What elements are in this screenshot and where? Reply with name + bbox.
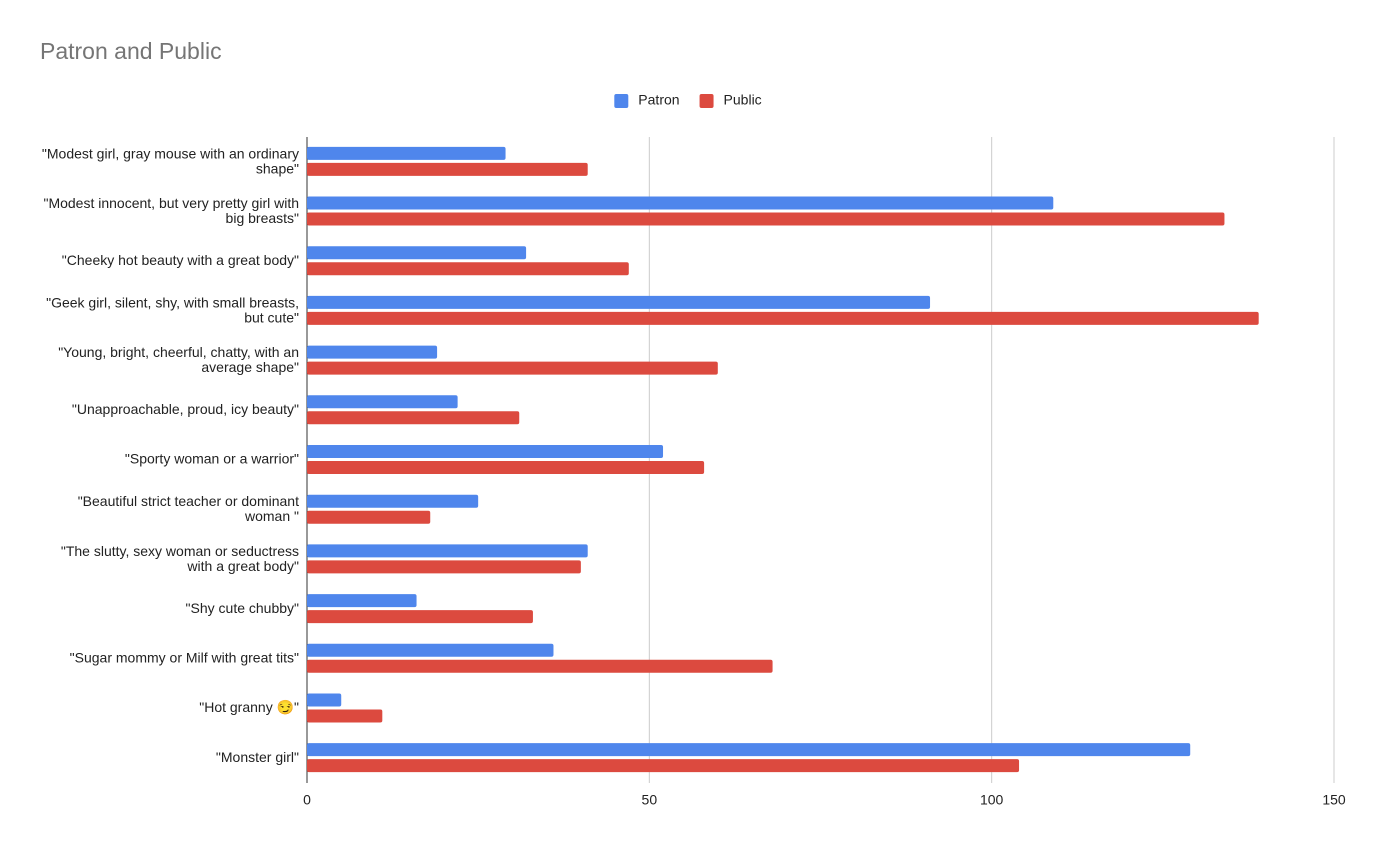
y-tick-label: "Beautiful strict teacher or dominant wom…: [78, 493, 299, 524]
y-tick-label: "Hot granny 😏": [199, 699, 299, 715]
bar: [307, 560, 581, 574]
bar: [307, 212, 1225, 226]
x-tick-label: 0: [303, 792, 311, 808]
y-tick-label: "The slutty, sexy woman or seductress wit…: [61, 543, 299, 574]
bar: [307, 295, 931, 309]
y-tick-label: "Shy cute chubby": [186, 600, 299, 616]
bar: [307, 461, 705, 474]
bar: [307, 709, 383, 723]
y-tick-label: "Monster girl": [216, 749, 299, 765]
bar: [307, 594, 417, 608]
legend-swatch: [614, 94, 629, 108]
bar: [307, 693, 342, 707]
y-tick-label: "Modest innocent, but very pretty girl w…: [43, 195, 299, 226]
bar: [307, 659, 773, 673]
bar: [307, 411, 520, 425]
bar: [307, 544, 588, 558]
y-tick-label: "Unapproachable, proud, icy beauty": [72, 401, 299, 417]
y-tick-label: "Young, bright, cheerful, chatty, with a…: [58, 344, 299, 375]
bar: [307, 246, 527, 260]
x-tick-label: 100: [980, 792, 1004, 808]
bar: [307, 759, 1020, 773]
bar: [307, 146, 506, 160]
bar: [307, 361, 718, 375]
bar: [307, 262, 629, 276]
bar: [307, 162, 588, 176]
bar: [307, 510, 431, 524]
y-tick-label: "Cheeky hot beauty with a great body": [62, 252, 299, 268]
y-tick-label: "Geek girl, silent, shy, with small brea…: [46, 294, 299, 325]
x-tick-label: 150: [1322, 792, 1346, 808]
y-tick-label: "Sporty woman or a warrior": [125, 451, 299, 467]
legend-label: Public: [724, 92, 762, 108]
y-tick-label: "Modest girl, gray mouse with an ordinar…: [42, 145, 299, 176]
chart-title: Patron and Public: [40, 38, 222, 64]
legend: Patron Public: [614, 92, 762, 108]
bar: [307, 196, 1054, 210]
y-tick-label: "Sugar mommy or Milf with great tits": [70, 649, 299, 665]
legend-swatch: [699, 94, 714, 108]
legend-label: Patron: [638, 92, 679, 108]
bar: [307, 610, 533, 624]
bar: [307, 494, 479, 508]
bar: [307, 743, 1191, 757]
bar: [307, 345, 438, 359]
bar: [307, 311, 1259, 325]
bar: [307, 643, 554, 657]
bar: [307, 445, 664, 458]
x-tick-label: 50: [642, 792, 658, 808]
bar: [307, 395, 458, 409]
